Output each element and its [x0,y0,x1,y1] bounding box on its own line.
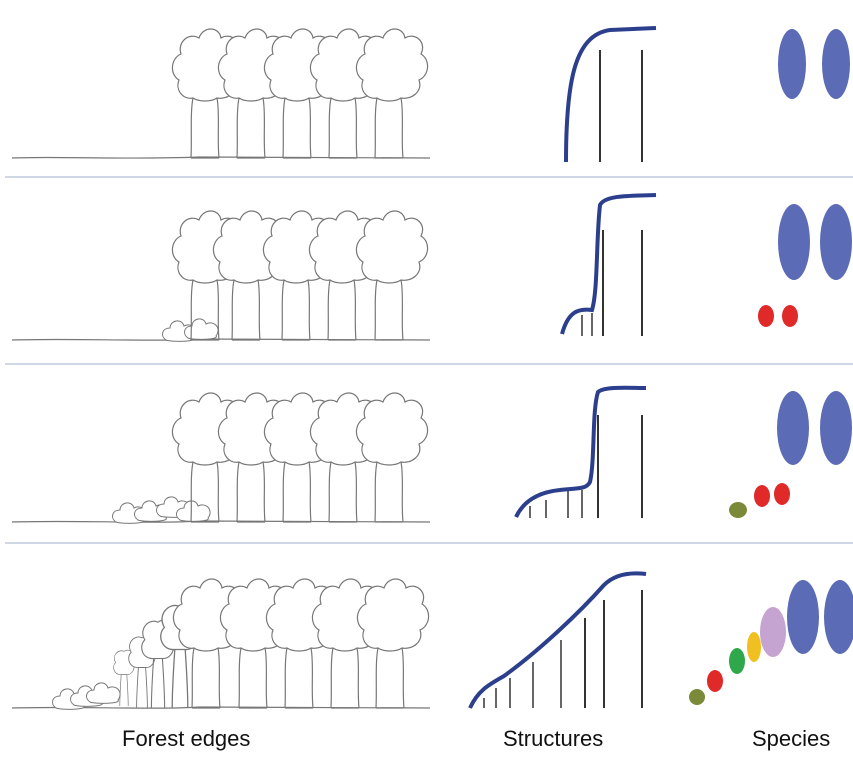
panel-2 [5,193,853,365]
structure-profile-4 [468,571,647,709]
panel-3 [5,385,853,544]
species-set-4 [689,580,853,705]
panel-1 [5,26,853,178]
forest-edges-label: Forest edges [122,726,251,751]
structures-label: Structures [503,726,604,751]
structure-profile-1 [564,26,657,163]
panel-4 [11,571,853,710]
species-label: Species [752,726,831,751]
forest-edge-drawing-2 [11,210,431,342]
species-set-2 [758,204,852,327]
structure-profile-2 [560,193,657,336]
species-set-3 [729,391,852,518]
forest-edge-drawing-1 [11,28,431,159]
forest-edge-drawing-3 [11,392,431,524]
forest-edge-drawing-4 [11,578,431,710]
structure-profile-3 [514,385,647,518]
species-set-1 [778,29,850,99]
